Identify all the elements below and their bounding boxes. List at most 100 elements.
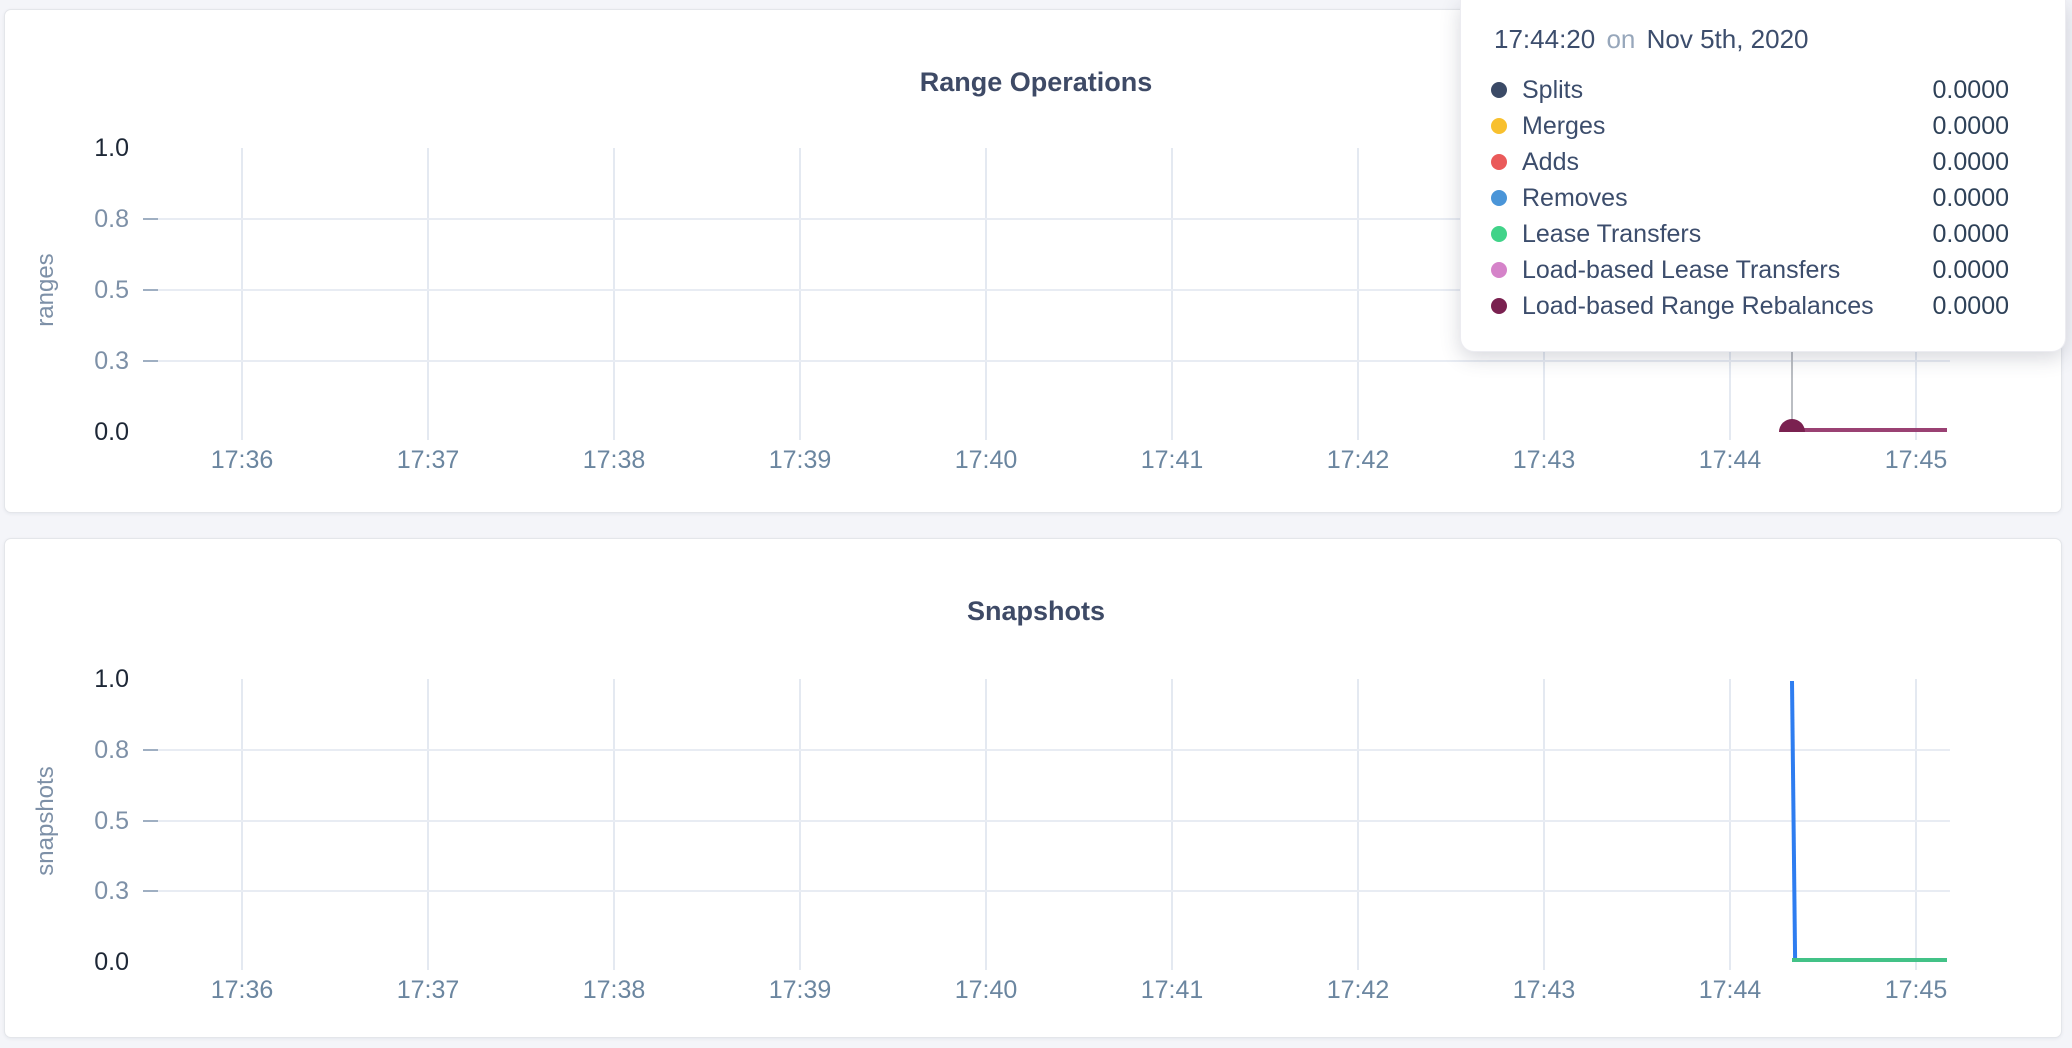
- y-axis-tick: [143, 890, 158, 892]
- x-gridline: [799, 679, 801, 970]
- legend-dot-icon: [1491, 298, 1507, 314]
- x-tick-label: 17:39: [768, 446, 832, 474]
- hover-point-dot: [1779, 419, 1805, 432]
- legend-series-label: Lease Transfers: [1522, 219, 1702, 248]
- x-gridline: [1357, 679, 1359, 970]
- legend-series-value: 0.0000: [1932, 111, 2009, 140]
- x-tick-label: 17:37: [396, 976, 460, 1004]
- y-gridline: [143, 820, 1950, 822]
- tooltip-rows: Splits 0.0000 Merges 0.0000 Adds 0.0000 Remove…: [1461, 72, 2065, 324]
- snapshots-card: [4, 538, 2062, 1038]
- legend-dot-icon: [1491, 190, 1507, 206]
- x-gridline: [985, 679, 987, 970]
- y-axis-unit-label: ranges: [32, 253, 59, 327]
- series-series-blue: [1790, 680, 1798, 961]
- y-gridline: [143, 890, 1950, 892]
- y-axis-tick: [143, 289, 158, 291]
- x-tick-label: 17:42: [1326, 446, 1390, 474]
- y-tick-label: 0.5: [94, 807, 129, 835]
- tooltip-timestamp: 17:44:20 on Nov 5th, 2020: [1494, 24, 1809, 55]
- legend-dot-icon: [1491, 226, 1507, 242]
- tooltip-connector: on: [1606, 24, 1636, 54]
- x-tick-label: 17:42: [1326, 976, 1390, 1004]
- x-tick-label: 17:44: [1698, 446, 1762, 474]
- x-tick-label: 17:43: [1512, 976, 1576, 1004]
- y-axis-unit-label: snapshots: [32, 765, 59, 876]
- x-tick-label: 17:37: [396, 446, 460, 474]
- hover-tooltip: 17:44:20 on Nov 5th, 2020 Splits 0.0000 Me…: [1460, 0, 2066, 352]
- x-gridline: [241, 679, 243, 970]
- y-tick-label: 1.0: [94, 665, 129, 693]
- x-tick-label: 17:39: [768, 976, 832, 1004]
- legend-series-value: 0.0000: [1932, 75, 2009, 104]
- x-gridline: [1543, 679, 1545, 970]
- x-tick-label: 17:36: [210, 446, 274, 474]
- legend-series-value: 0.0000: [1932, 255, 2009, 284]
- y-tick-label: 0.3: [94, 877, 129, 905]
- x-tick-label: 17:36: [210, 976, 274, 1004]
- x-gridline: [1171, 679, 1173, 970]
- y-gridline: [143, 360, 1950, 362]
- series-lines: [1792, 428, 1947, 432]
- tooltip-row: Splits 0.0000: [1461, 72, 2065, 108]
- y-tick-label: 0.8: [94, 205, 129, 233]
- legend-series-label: Adds: [1522, 147, 1579, 176]
- tooltip-row: Load-based Range Rebalances 0.0000: [1461, 288, 2065, 324]
- y-tick-label: 0.5: [94, 276, 129, 304]
- x-gridline: [1915, 679, 1917, 970]
- x-tick-label: 17:44: [1698, 976, 1762, 1004]
- x-gridline: [1729, 679, 1731, 970]
- x-tick-label: 17:38: [582, 446, 646, 474]
- legend-series-value: 0.0000: [1932, 183, 2009, 212]
- y-tick-label: 0.8: [94, 736, 129, 764]
- tooltip-row: Merges 0.0000: [1461, 108, 2065, 144]
- x-tick-label: 17:45: [1884, 446, 1948, 474]
- legend-series-label: Merges: [1522, 111, 1606, 140]
- x-gridline: [1171, 148, 1173, 440]
- y-tick-label: 0.0: [94, 418, 129, 446]
- x-tick-label: 17:40: [954, 446, 1018, 474]
- x-gridline: [613, 679, 615, 970]
- y-axis-tick: [143, 820, 158, 822]
- x-gridline: [241, 148, 243, 440]
- series-lines: [1790, 680, 1947, 962]
- x-gridline: [427, 679, 429, 970]
- legend-dot-icon: [1491, 82, 1507, 98]
- y-gridline: [143, 289, 1950, 291]
- range-operations-plot[interactable]: 17:36 17:37 17:38 17:39 17:40 17:41 17:42 17:43…: [32, 134, 1950, 474]
- x-gridline: [799, 148, 801, 440]
- y-gridline: [143, 218, 1950, 220]
- legend-series-value: 0.0000: [1932, 147, 2009, 176]
- y-axis-tick: [143, 749, 158, 751]
- snapshots-plot[interactable]: 17:36 17:37 17:38 17:39 17:40 17:41 17:42 17:43…: [32, 665, 1950, 1004]
- range-operations-title: Range Operations: [919, 67, 1153, 98]
- x-gridline: [1357, 148, 1359, 440]
- y-tick-label: 1.0: [94, 134, 129, 162]
- x-gridline: [613, 148, 615, 440]
- y-gridline: [143, 749, 1950, 751]
- legend-series-value: 0.0000: [1932, 219, 2009, 248]
- x-gridline: [427, 148, 429, 440]
- x-tick-label: 17:45: [1884, 976, 1948, 1004]
- x-tick-label: 17:41: [1140, 976, 1204, 1004]
- legend-series-label: Splits: [1522, 75, 1584, 104]
- legend-series-value: 0.0000: [1932, 291, 2009, 320]
- snapshots-title: Snapshots: [966, 596, 1106, 627]
- x-tick-label: 17:41: [1140, 446, 1204, 474]
- tooltip-row: Load-based Lease Transfers 0.0000: [1461, 252, 2065, 288]
- legend-dot-icon: [1491, 262, 1507, 278]
- legend-series-label: Load-based Range Rebalances: [1522, 291, 1874, 320]
- legend-series-label: Removes: [1522, 183, 1628, 212]
- y-tick-label: 0.0: [94, 948, 129, 976]
- tooltip-date: Nov 5th, 2020: [1646, 24, 1809, 54]
- x-gridline: [985, 148, 987, 440]
- legend-dot-icon: [1491, 118, 1507, 134]
- tooltip-row: Adds 0.0000: [1461, 144, 2065, 180]
- y-tick-label: 0.3: [94, 347, 129, 375]
- tooltip-row: Removes 0.0000: [1461, 180, 2065, 216]
- x-tick-label: 17:38: [582, 976, 646, 1004]
- legend-series-label: Load-based Lease Transfers: [1522, 255, 1841, 284]
- x-tick-label: 17:40: [954, 976, 1018, 1004]
- y-axis-tick: [143, 360, 158, 362]
